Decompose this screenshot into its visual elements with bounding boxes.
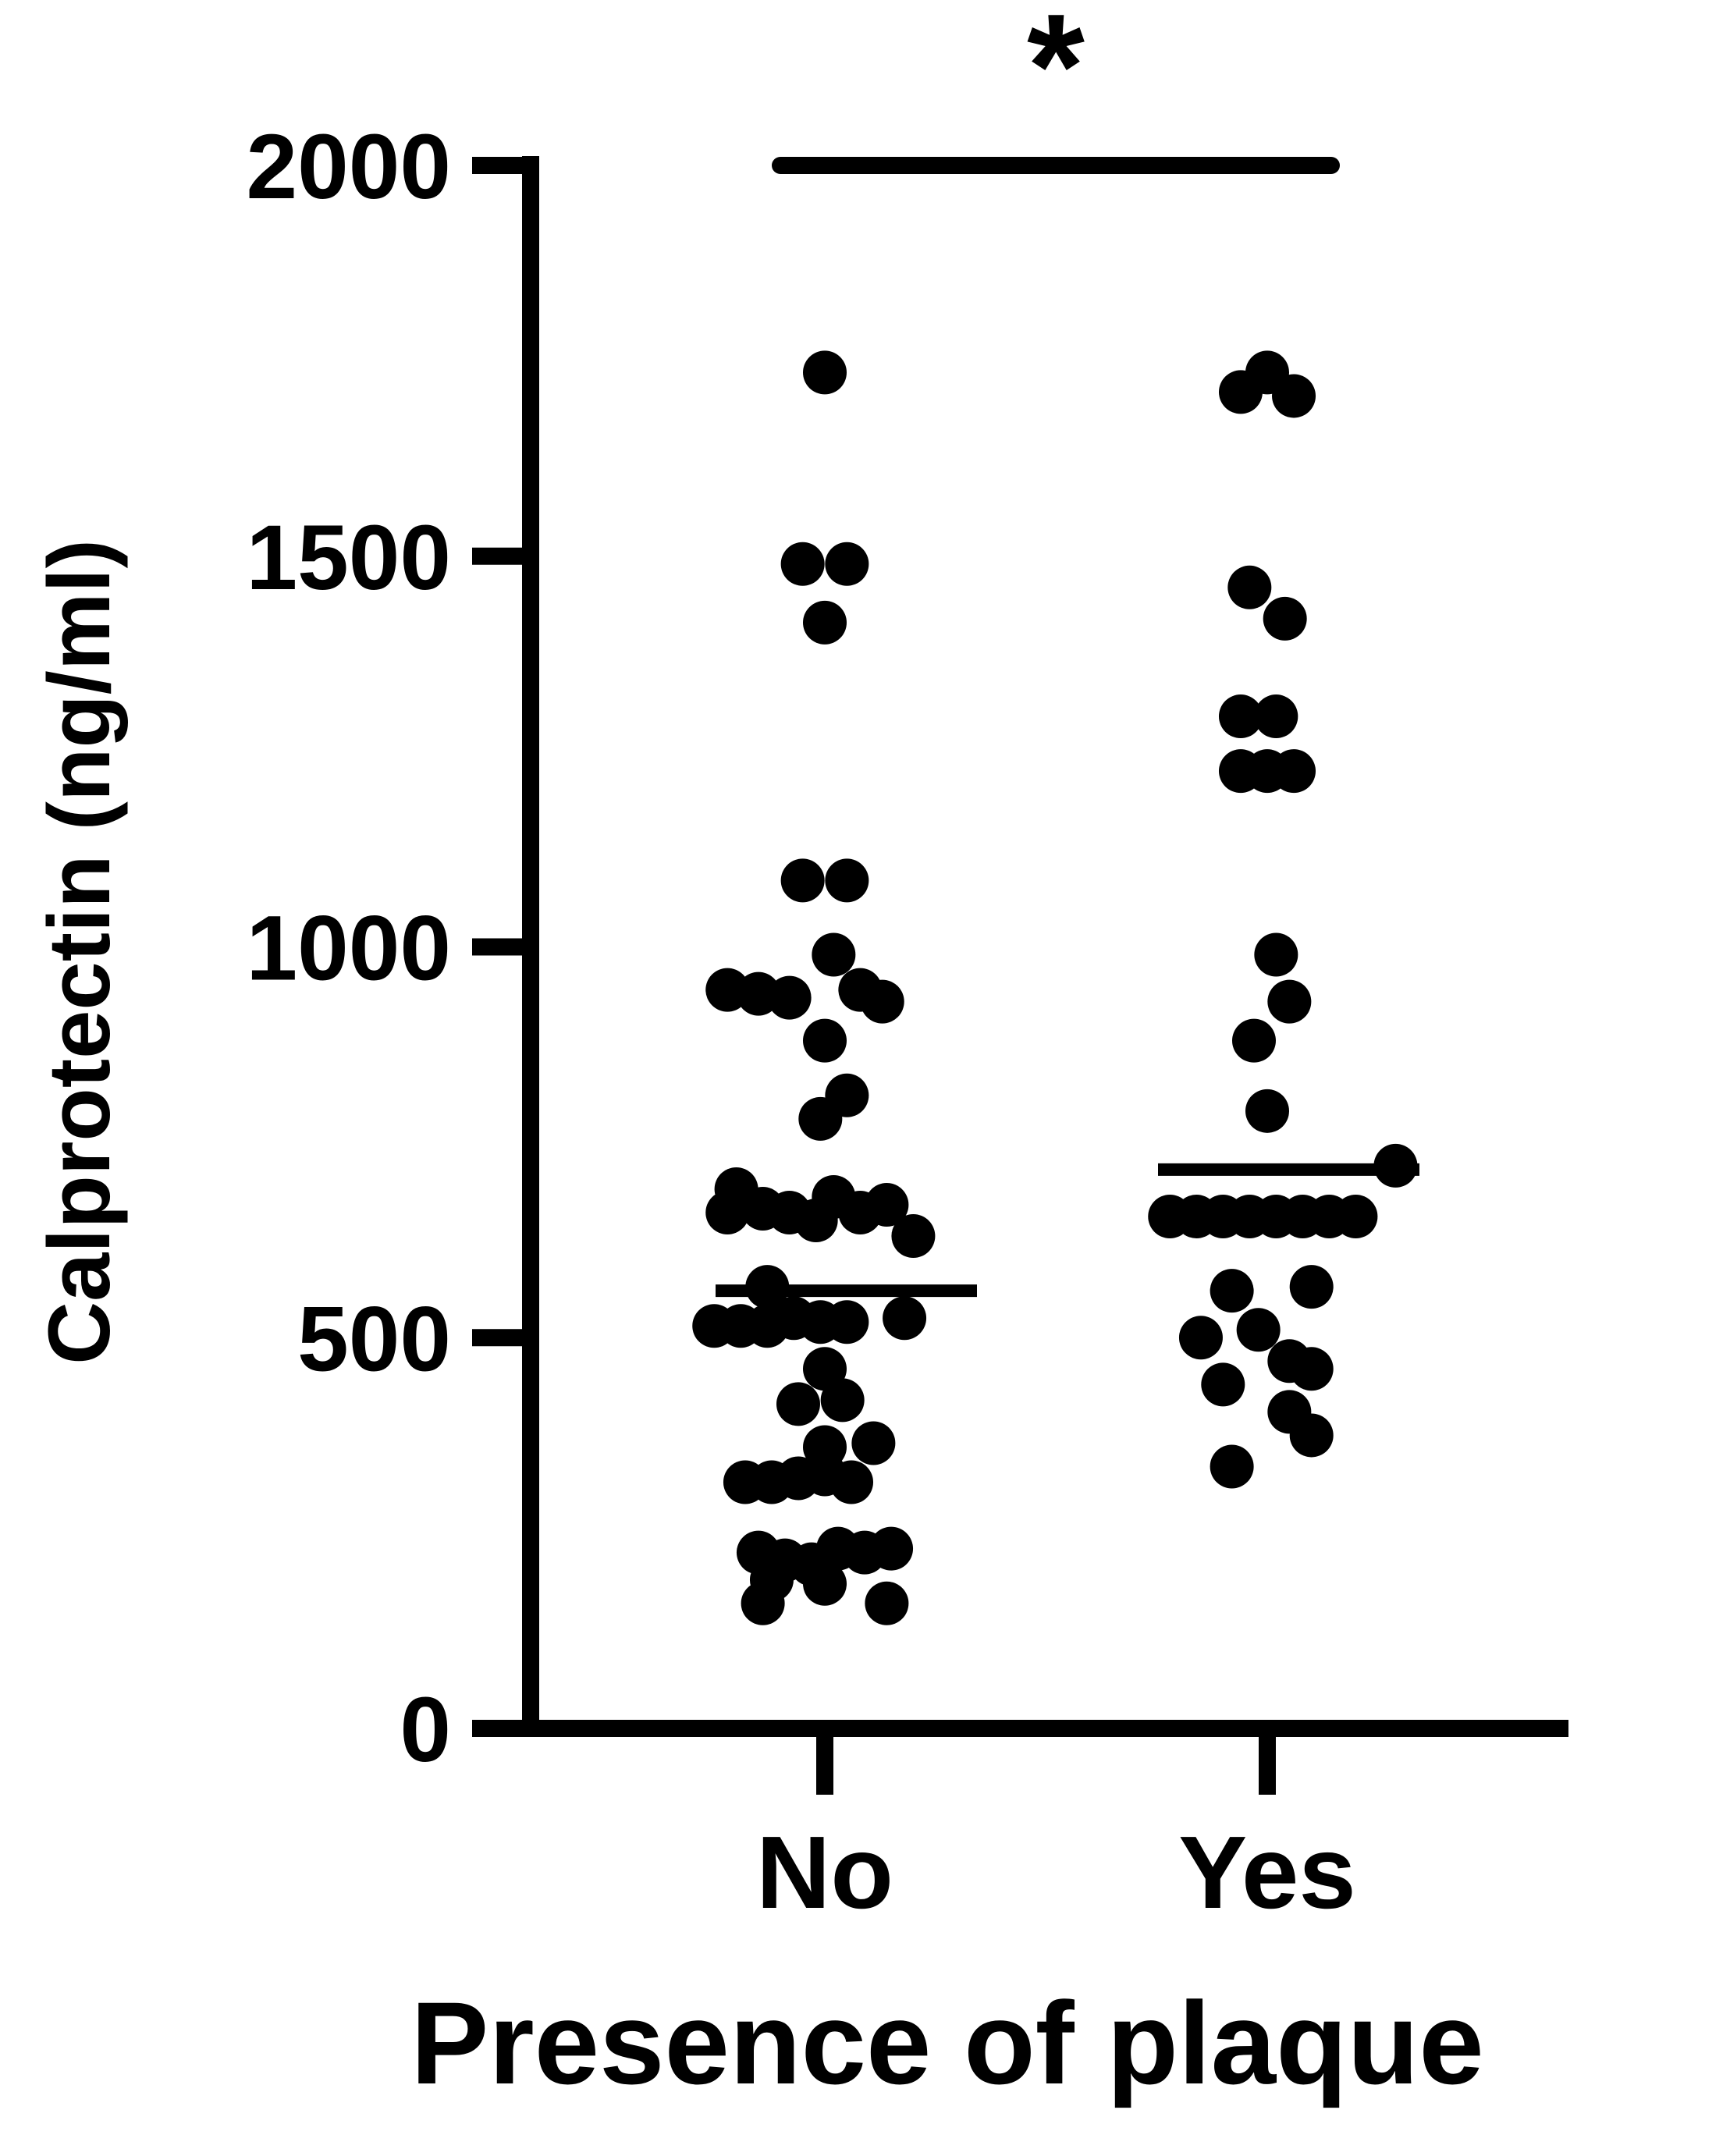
data-point — [825, 1300, 869, 1344]
x-axis: No Yes — [522, 1720, 1568, 1930]
data-point — [803, 350, 847, 395]
data-point — [767, 975, 812, 1020]
data-point — [812, 932, 856, 977]
data-point — [1201, 1362, 1245, 1407]
y-axis: 0 500 1000 1500 2000 — [246, 115, 539, 1781]
data-points — [692, 350, 1418, 1625]
data-point — [851, 1421, 896, 1465]
data-point — [1178, 1316, 1223, 1360]
data-point — [820, 1378, 865, 1423]
data-point — [860, 979, 904, 1024]
data-point — [1210, 1269, 1254, 1313]
y-tick-label: 1000 — [246, 897, 451, 1000]
data-point — [803, 1018, 847, 1063]
data-point — [798, 1096, 843, 1141]
x-axis-title: Presence of plaque — [410, 1977, 1484, 2108]
data-point — [891, 1214, 936, 1259]
data-point — [1227, 565, 1272, 609]
data-point — [1231, 1018, 1276, 1063]
y-tick-label: 500 — [297, 1288, 451, 1391]
y-axis-title: Calprotectin (ng/ml) — [30, 539, 128, 1365]
data-point — [780, 542, 825, 586]
significance-annotation: * — [772, 0, 1340, 174]
data-point — [869, 1526, 914, 1571]
y-tick-label: 2000 — [246, 115, 451, 218]
data-point — [741, 1581, 785, 1625]
y-tick-label: 0 — [400, 1678, 451, 1781]
data-point — [1272, 749, 1316, 794]
data-point — [1263, 596, 1307, 641]
significance-star: * — [1027, 0, 1085, 149]
data-point — [883, 1296, 927, 1341]
data-point — [829, 1460, 874, 1504]
data-point — [1236, 1308, 1281, 1352]
data-point — [1245, 1089, 1289, 1133]
y-tick-label: 1500 — [246, 506, 451, 609]
data-point — [865, 1581, 909, 1625]
data-point — [1254, 932, 1298, 977]
median-lines — [716, 1163, 1419, 1298]
data-point — [803, 1561, 847, 1606]
data-point — [776, 1382, 820, 1426]
data-point — [1289, 1347, 1334, 1391]
data-point — [1210, 1444, 1254, 1489]
data-point — [1272, 374, 1316, 418]
data-point — [865, 1182, 909, 1227]
data-point — [1254, 694, 1298, 739]
x-tick-label: No — [756, 1815, 893, 1930]
data-point — [780, 858, 825, 903]
data-point — [1218, 694, 1263, 739]
data-point — [1289, 1413, 1334, 1458]
data-point — [1334, 1195, 1378, 1239]
data-point — [803, 600, 847, 645]
data-point — [825, 542, 869, 586]
data-point — [1289, 1265, 1334, 1309]
data-point — [825, 858, 869, 903]
x-tick-label: Yes — [1178, 1815, 1356, 1930]
data-point — [1267, 979, 1312, 1024]
